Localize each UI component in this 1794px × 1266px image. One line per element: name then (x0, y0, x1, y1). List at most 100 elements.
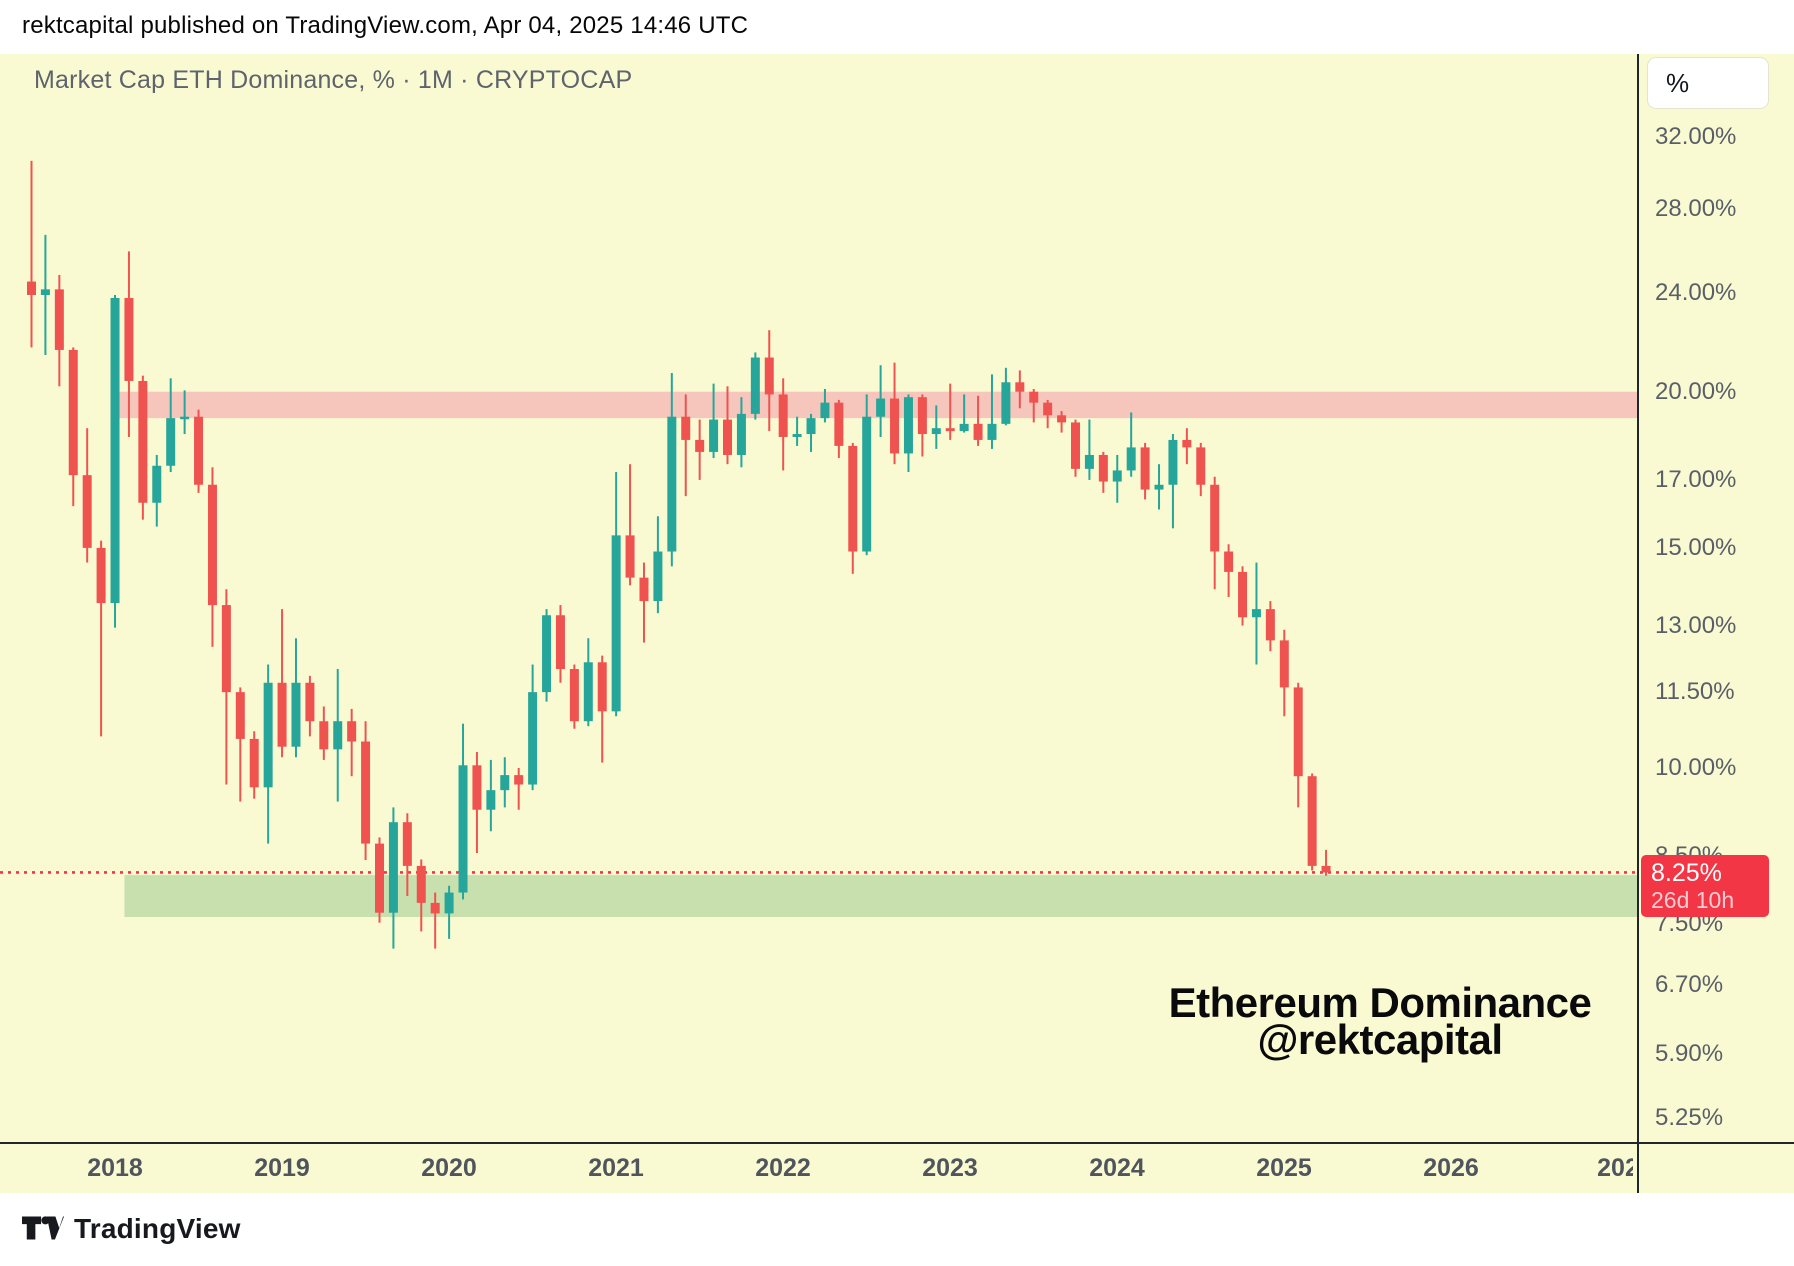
candle-2018-01 (110, 295, 120, 628)
price-tick-13.00%: 13.00% (1655, 611, 1737, 639)
candle-2021-07 (695, 419, 705, 480)
candle-2020-04 (486, 759, 496, 832)
candle-2019-08 (375, 837, 384, 923)
price-tick-6.70%: 6.70% (1655, 971, 1724, 999)
candle-2020-06 (514, 768, 524, 810)
candle-2023-01 (945, 383, 955, 440)
candle-2019-12 (430, 892, 440, 949)
price-tick-28.00%: 28.00% (1655, 195, 1737, 223)
year-tick-2018: 2018 (87, 1154, 143, 1182)
tradingview-logo-icon[interactable] (22, 1215, 64, 1241)
candle-2021-02 (625, 464, 635, 586)
candle-2020-09 (555, 605, 565, 683)
candle-2018-03 (138, 375, 148, 520)
candle-2017-10 (68, 347, 78, 507)
candle-2018-09 (221, 589, 231, 785)
year-tick-2022: 2022 (755, 1154, 811, 1182)
candle-2024-02 (1126, 412, 1136, 477)
candle-2021-08 (709, 383, 719, 459)
candle-2018-10 (235, 687, 245, 802)
candle-2022-08 (876, 365, 886, 437)
price-tick-5.90%: 5.90% (1655, 1040, 1724, 1068)
candle-2022-11 (917, 394, 927, 457)
candle-2018-04 (152, 454, 162, 527)
support-zone[interactable] (124, 875, 1639, 917)
candle-2020-12 (597, 655, 607, 763)
symbol-title: Market Cap ETH Dominance, % · 1M · CRYPT… (34, 66, 633, 94)
price-tick-17.00%: 17.00% (1655, 465, 1737, 493)
year-tick-2024: 2024 (1089, 1154, 1145, 1182)
candle-2024-08 (1210, 476, 1220, 590)
chart-watermark: Ethereum Dominance @rektcapital (1080, 982, 1680, 1063)
candle-2019-05 (333, 669, 343, 802)
candle-2019-09 (388, 807, 398, 949)
price-tick-10.00%: 10.00% (1655, 754, 1737, 781)
candle-2020-11 (583, 638, 593, 727)
candle-2018-08 (207, 467, 217, 647)
candle-2023-12 (1098, 451, 1108, 493)
price-axis[interactable]: % 32.00% 28.00% 24.00% 20.00% 17.00% 15.00% 13… (1639, 54, 1794, 1193)
candle-2024-01 (1112, 454, 1122, 503)
candle-2017-07 (27, 160, 36, 348)
candle-2019-11 (416, 859, 426, 932)
candle-2019-01 (277, 609, 287, 758)
candle-2023-03 (973, 395, 983, 446)
candle-2019-07 (361, 721, 371, 861)
year-tick-2021: 2021 (588, 1154, 644, 1182)
price-tick-5.25%: 5.25% (1655, 1103, 1724, 1131)
year-tick-labels: 2018 2019 2020 2021 2022 2023 2024 2025 2026 202 (0, 1144, 1633, 1193)
candle-2023-06 (1015, 370, 1025, 409)
candle-2019-04 (319, 706, 329, 760)
candle-2023-11 (1084, 419, 1094, 480)
last-price-value: 8.25% (1651, 859, 1722, 888)
candle-2020-10 (569, 664, 579, 729)
candle-2020-02 (458, 723, 468, 900)
candle-2022-02 (792, 416, 802, 446)
footer: TradingView (0, 1193, 1794, 1266)
year-tick-2025: 2025 (1256, 1154, 1312, 1182)
price-axis-separator (1637, 54, 1639, 1193)
candle-2019-03 (305, 675, 315, 737)
watermark-line2: @rektcapital (1257, 1016, 1503, 1063)
time-axis[interactable]: 2018 2019 2020 2021 2022 2023 2024 2025 2026 202 (0, 1144, 1794, 1193)
price-tick-11.50%: 11.50% (1655, 678, 1735, 706)
candle-2023-09 (1057, 411, 1067, 433)
candle-2023-08 (1043, 399, 1053, 429)
candle-2019-02 (291, 638, 301, 758)
candle-2017-09 (54, 274, 64, 387)
candle-2021-05 (667, 373, 677, 567)
candle-2017-08 (40, 234, 50, 355)
price-tick-32.00%: 32.00% (1655, 122, 1737, 150)
tradingview-brand-text[interactable]: TradingView (74, 1213, 241, 1244)
candle-2021-09 (723, 386, 732, 465)
resistance-zone[interactable] (110, 391, 1638, 419)
candle-2023-02 (959, 394, 969, 433)
candle-2022-09 (890, 362, 900, 465)
candle-2024-07 (1196, 442, 1206, 497)
candle-2024-06 (1182, 428, 1192, 465)
candle-2018-07 (194, 409, 204, 493)
publish-attribution: rektcapital published on TradingView.com… (22, 12, 749, 39)
candle-2021-01 (611, 472, 621, 717)
candle-2023-04 (987, 374, 997, 449)
candle-2024-11 (1251, 562, 1261, 665)
candle-2021-06 (681, 394, 691, 497)
candle-2023-05 (1001, 367, 1011, 426)
candle-2022-04 (820, 389, 830, 423)
price-unit-button[interactable]: % (1647, 57, 1769, 109)
candle-2022-01 (778, 378, 788, 471)
bar-close-countdown: 26d 10h (1651, 887, 1735, 914)
price-tick-24.00%: 24.00% (1655, 278, 1737, 306)
candle-2018-05 (166, 378, 176, 473)
candle-2025-03 (1307, 773, 1317, 871)
candle-2023-07 (1029, 389, 1039, 423)
candle-2025-02 (1293, 682, 1303, 808)
candle-2022-12 (931, 405, 941, 449)
candle-2022-07 (862, 394, 872, 556)
candle-2020-01 (444, 885, 454, 939)
candle-2020-03 (472, 751, 482, 854)
year-tick-2026: 2026 (1423, 1154, 1479, 1182)
candle-2018-06 (180, 390, 190, 435)
